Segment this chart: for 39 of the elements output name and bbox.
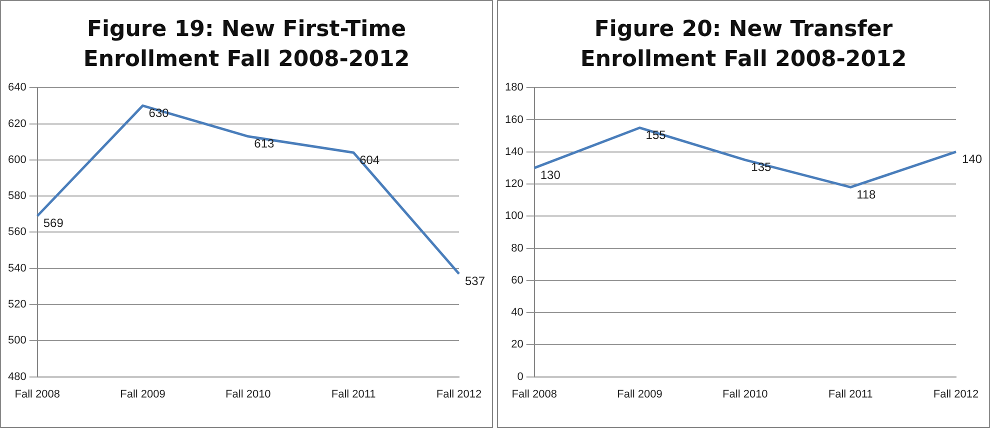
y-tick-label: 100: [504, 210, 524, 223]
data-label: 569: [43, 216, 64, 231]
y-tick-label: 500: [8, 335, 26, 348]
data-label: 130: [540, 168, 561, 183]
y-tick-label: 120: [504, 178, 524, 190]
x-tick-label: Fall 2009: [617, 388, 662, 401]
data-label: 118: [856, 188, 876, 202]
y-tick-label: 20: [511, 339, 524, 352]
y-tick-label: 540: [8, 262, 26, 275]
data-label: 537: [465, 274, 486, 288]
x-tick-label: Fall 2008: [512, 388, 557, 401]
x-tick-label: Fall 2008: [14, 388, 60, 401]
y-tick-label: 160: [504, 114, 524, 126]
y-tick-label: 0: [517, 371, 524, 384]
y-tick-label: 600: [8, 154, 26, 166]
y-tick-label: 520: [8, 298, 26, 311]
y-tick-label: 580: [8, 190, 26, 202]
y-tick-label: 140: [504, 146, 524, 158]
y-tick-label: 560: [8, 226, 26, 239]
data-label: 613: [254, 137, 275, 152]
x-tick-label: Fall 2010: [722, 388, 768, 401]
x-tick-label: Fall 2010: [226, 388, 271, 401]
y-tick-label: 480: [8, 371, 26, 384]
x-tick-label: Fall 2011: [828, 388, 873, 401]
x-tick-label: Fall 2009: [120, 388, 166, 401]
y-tick-label: 180: [504, 82, 524, 94]
data-label: 140: [962, 152, 982, 167]
y-tick-label: 80: [511, 242, 524, 255]
data-label: 135: [751, 160, 772, 175]
chart-title: Figure 19: New First-Time Enrollment Fall 2008-2012: [82, 16, 411, 74]
x-tick-label: Fall 2012: [436, 388, 482, 401]
x-tick-label: Fall 2011: [331, 388, 376, 401]
y-tick-label: 620: [8, 118, 26, 130]
y-tick-label: 60: [511, 274, 524, 287]
y-tick-label: 640: [8, 82, 26, 94]
data-label: 604: [360, 153, 380, 168]
y-tick-label: 40: [511, 306, 524, 319]
x-tick-label: Fall 2012: [933, 388, 979, 401]
chart-title: Figure 20: New Transfer Enrollment Fall 2008-2012: [579, 16, 908, 74]
